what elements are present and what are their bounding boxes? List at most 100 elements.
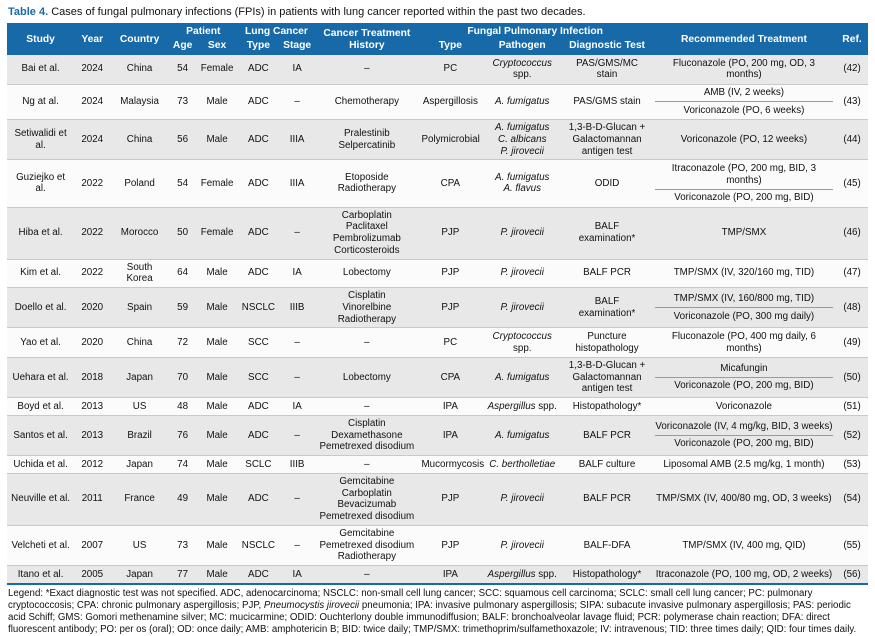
col-header-dx: Diagnostic Test — [562, 39, 652, 55]
cell-fpi-type: PJP — [418, 258, 483, 288]
col-group-fpi: Fungal Pulmonary Infection — [418, 23, 652, 39]
cell-ref: (56) — [836, 564, 868, 584]
cell-ref: (47) — [836, 258, 868, 288]
cell-pathogen: A. fumigatus — [482, 414, 563, 456]
cell-recommended-treatment: Voriconazole (PO, 12 weeks) — [651, 118, 837, 160]
cell-age: 70 — [168, 356, 197, 398]
table-row: Uchida et al. 2012 Japan 74 Male SCLC IIIB – Muc… — [7, 455, 868, 474]
cell-study: Neuville et al. — [7, 472, 75, 526]
table-row: Uehara et al. 2018 Japan 70 Male SCC – Lobectom… — [7, 356, 868, 398]
cell-country: China — [126, 63, 153, 75]
cell-pathogen: P. jirovecii — [482, 258, 563, 288]
cell-diagnostic-test: PAS/GMS stain — [562, 83, 652, 120]
cell-recommended-treatment: Itraconazole (PO, 100 mg, OD, 2 weeks) — [651, 564, 837, 584]
cell-ref: (53) — [836, 455, 868, 474]
cell-treatment-history: – — [364, 63, 370, 75]
cell-study: Bai et al. — [21, 63, 60, 75]
cell-lung-cancer-stage: IIIB — [279, 286, 316, 328]
cell-fpi-type: Polymicrobial — [418, 118, 483, 160]
cell-country: Poland — [110, 159, 169, 207]
cell-study: Itano et al. — [7, 564, 75, 584]
table-row: Hiba et al. 2022 Morocco 50 Female ADC – Carbop… — [7, 206, 868, 259]
col-header-pathogen: Pathogen — [482, 39, 563, 55]
cell-study: Ng at al. — [7, 83, 75, 120]
cell-lung-cancer-type: ADC — [237, 83, 280, 120]
table-header: Study Year Country Patient Lung Cancer C… — [7, 23, 868, 55]
cell-diagnostic-test: PAS/GMS/MC stain — [576, 57, 638, 81]
cell-fpi-type: CPA — [418, 159, 483, 207]
cell-fpi-type: IPA — [418, 414, 483, 456]
cell-treatment-history: Gemcitabine Carboplatin Bevacizumab Pemetre… — [315, 472, 419, 526]
cell-diagnostic-test: BALF culture — [562, 455, 652, 474]
cell-pathogen: Aspergillus spp. — [482, 397, 563, 416]
cell-year: 2013 — [74, 414, 111, 456]
cell-sex: Male — [196, 524, 238, 566]
cell-ref: (52) — [836, 414, 868, 456]
cell-ref: (48) — [836, 286, 868, 328]
cell-lung-cancer-type: ADC — [237, 414, 280, 456]
cell-recommended-treatment: Micafungin Voriconazole (PO, 200 mg, BID) — [651, 356, 837, 398]
cell-sex: Male — [196, 83, 238, 120]
cell-sex: Male — [196, 286, 238, 328]
cell-lung-cancer-stage: – — [279, 356, 316, 398]
cell-diagnostic-test: BALF PCR — [562, 258, 652, 288]
cell-study: Boyd et al. — [7, 397, 75, 416]
cell-ref: (46) — [836, 206, 868, 259]
table-row: Kim et al. 2022 South Korea 64 Male ADC IA Lobe… — [7, 258, 868, 288]
table-row: Neuville et al. 2011 France 49 Male ADC – Gemci… — [7, 472, 868, 526]
cell-year: 2024 — [74, 83, 111, 120]
cell-country: Brazil — [110, 414, 169, 456]
cell-lung-cancer-stage: IIIA — [279, 118, 316, 160]
cell-diagnostic-test: 1,3-B-D-Glucan + Galactomannan antigen t… — [562, 356, 652, 398]
cell-treatment-history: Cisplatin Vinorelbine Radiotherapy — [315, 286, 419, 328]
cell-year: 2024 — [74, 118, 111, 160]
cell-fpi-type: PJP — [418, 472, 483, 526]
cell-recommended-treatment: Fluconazole (PO, 200 mg, OD, 3 months) — [672, 57, 815, 81]
cell-fpi-type: CPA — [418, 356, 483, 398]
cell-pathogen: Cryptococcus spp. — [482, 327, 563, 358]
cell-treatment-history: Lobectomy — [315, 356, 419, 398]
col-group-lung-cancer: Lung Cancer — [237, 23, 316, 39]
table-body: Bai et al. 2024 China 54 Female ADC IA – PC Crypt… — [7, 55, 868, 584]
cell-year: 2011 — [74, 472, 111, 526]
cell-treatment-history: Cisplatin Dexamethasone Pemetrexed disodiu… — [315, 414, 419, 456]
cell-ref: (54) — [836, 472, 868, 526]
col-header-year: Year — [74, 23, 111, 55]
legend: Legend: *Exact diagnostic test was not s… — [8, 587, 857, 635]
table-row: Setiwalidi et al. 2024 China 56 Male ADC IIIA P… — [7, 118, 868, 160]
cell-ref: (45) — [836, 159, 868, 207]
cell-study: Santos et al. — [7, 414, 75, 456]
cell-lung-cancer-stage: IIIA — [279, 159, 316, 207]
cell-treatment-history: Carboplatin Paclitaxel Pembrolizumab Cortic… — [315, 206, 419, 259]
cell-fpi-type: IPA — [418, 564, 483, 584]
cell-treatment-history: Lobectomy — [315, 258, 419, 288]
cell-ref: (55) — [836, 524, 868, 566]
cell-country: US — [110, 397, 169, 416]
table-row: Boyd et al. 2013 US 48 Male ADC IA – IPA Aspergil… — [7, 397, 868, 416]
cell-year: 2012 — [74, 455, 111, 474]
cell-country: China — [110, 118, 169, 160]
cell-study: Velcheti et al. — [7, 524, 75, 566]
col-header-study: Study — [7, 23, 75, 55]
cell-country: France — [110, 472, 169, 526]
cell-fpi-type: PC — [418, 327, 483, 358]
cell-pathogen: A. fumigatus C. albicans P. jirovecii — [482, 118, 563, 160]
cell-country: Malaysia — [110, 83, 169, 120]
table-title-label: Table 4. — [8, 6, 49, 18]
cell-pathogen: Aspergillus spp. — [482, 564, 563, 584]
cell-sex: Male — [196, 455, 238, 474]
cell-pathogen: P. jirovecii — [482, 524, 563, 566]
table-title-text: Cases of fungal pulmonary infections (FP… — [48, 6, 586, 18]
table-row: Yao et al. 2020 China 72 Male SCC – – PC Cryptoco… — [7, 327, 868, 358]
cell-diagnostic-test: BALF examination* — [562, 286, 652, 328]
cell-lung-cancer-type: ADC — [237, 258, 280, 288]
cell-lung-cancer-type: SCC — [237, 327, 280, 358]
col-header-sex: Sex — [196, 39, 238, 55]
cell-lung-cancer-stage: – — [279, 83, 316, 120]
cell-study: Uchida et al. — [7, 455, 75, 474]
cell-treatment-history: Pralestinib Selpercatinib — [315, 118, 419, 160]
cell-sex: Male — [196, 118, 238, 160]
cell-year: 2007 — [74, 524, 111, 566]
cell-pathogen: Cryptococcus spp. — [492, 57, 552, 81]
